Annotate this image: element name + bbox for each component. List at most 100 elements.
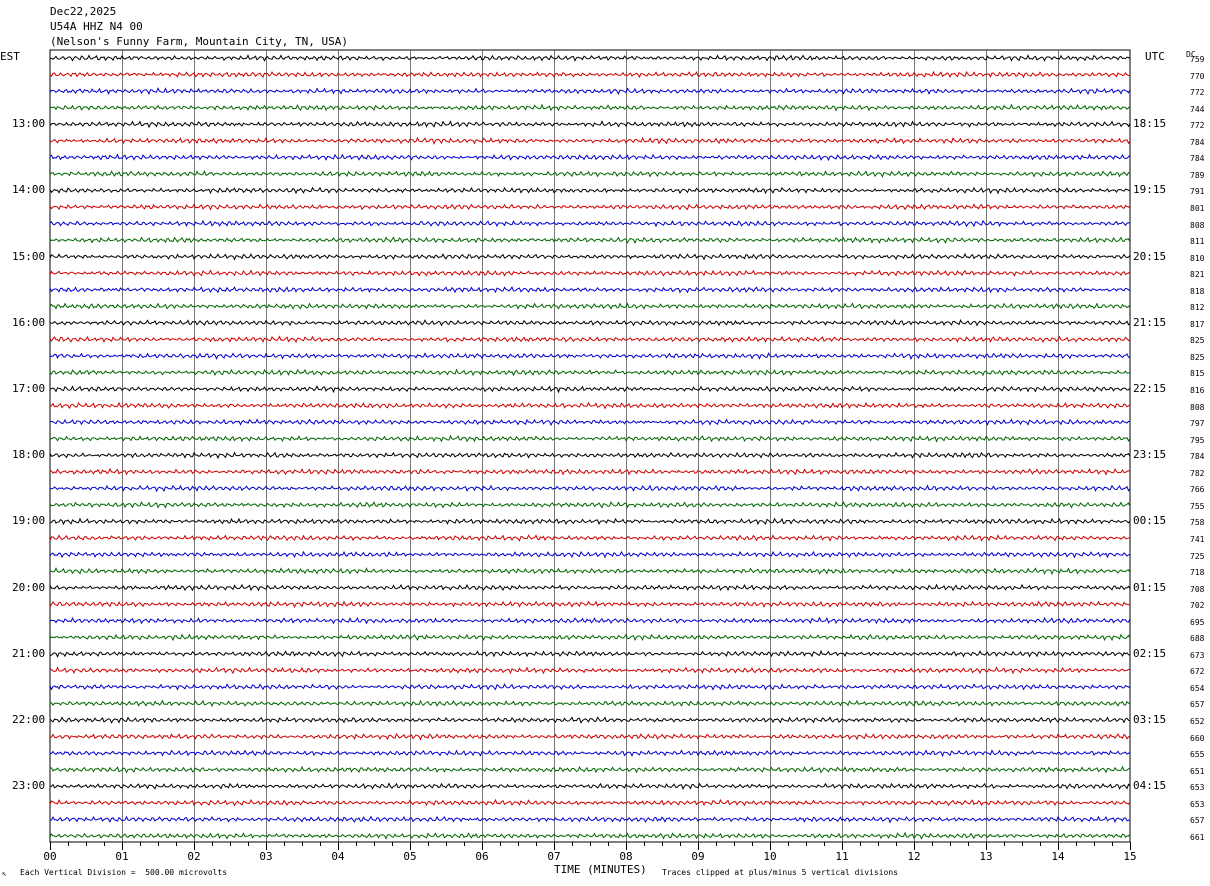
utc-time-label: 20:15: [1133, 249, 1167, 263]
trace-line: [49, 534, 1131, 542]
dc-offset-label: 812: [1190, 303, 1205, 313]
trace-line: [50, 517, 1131, 526]
est-time-label: 14:00: [12, 183, 46, 197]
x-tick-label: 12: [907, 850, 921, 863]
x-tick-label: 13: [979, 850, 993, 863]
dc-offset-label: 791: [1190, 187, 1205, 197]
x-tick-label: 01: [115, 850, 129, 863]
utc-time-label: 04:15: [1133, 779, 1167, 793]
x-tick-label: 09: [691, 850, 705, 863]
dc-offset-label: 653: [1190, 799, 1205, 809]
trace-line: [49, 120, 1131, 129]
x-tick-label: 04: [331, 850, 345, 863]
trace-line: [49, 401, 1131, 410]
trace-line: [49, 434, 1131, 443]
trace-line: [49, 285, 1131, 294]
trace-line: [49, 203, 1131, 211]
trace-line: [49, 54, 1131, 62]
dc-offset-label: 660: [1190, 733, 1205, 743]
est-time-label: 19:00: [12, 514, 46, 528]
x-tick-label: 03: [259, 850, 273, 863]
utc-time-label: 22:15: [1133, 382, 1167, 395]
trace-line: [49, 418, 1131, 427]
dc-offset-label: 651: [1190, 766, 1205, 776]
division-note: Each Vertical Division = 500.00 microvol…: [20, 868, 228, 877]
trace-line: [49, 765, 1131, 774]
trace-line: [49, 236, 1131, 244]
dc-offset-label: 655: [1190, 750, 1205, 760]
est-time-label: 22:00: [12, 713, 46, 726]
est-time-label: 16:00: [12, 315, 46, 329]
trace-line: [49, 70, 1131, 79]
x-tick-label: 08: [619, 850, 633, 863]
utc-time-label: 03:15: [1133, 713, 1167, 726]
trace-line: [49, 103, 1131, 112]
trace-line: [49, 302, 1131, 310]
dc-offset-label: 744: [1190, 104, 1205, 114]
est-time-label: 13:00: [12, 117, 46, 131]
x-tick-label: 11: [835, 850, 849, 863]
trace-line: [49, 699, 1131, 708]
dc-offset-label: 782: [1190, 468, 1205, 478]
trace-line: [49, 600, 1131, 609]
dc-offset-label: 653: [1190, 783, 1205, 793]
trace-line: [49, 500, 1131, 509]
x-axis-label: TIME (MINUTES): [554, 863, 647, 876]
plot-date: Dec22,2025: [50, 5, 117, 18]
utc-axis-title: UTC: [1145, 50, 1165, 63]
trace-line: [49, 269, 1131, 277]
trace-line: [49, 169, 1131, 178]
dc-offset-label: 708: [1190, 584, 1205, 594]
dc-offset-label: 661: [1190, 832, 1205, 842]
x-tick-label: 15: [1123, 850, 1137, 863]
trace-line: [49, 815, 1131, 824]
dc-offset-label: 657: [1190, 700, 1205, 710]
trace-line: [49, 335, 1131, 344]
dc-offset-label: 770: [1190, 71, 1205, 81]
dc-axis-title: DC: [1186, 50, 1196, 59]
dc-offset-label: 784: [1190, 137, 1205, 147]
dc-offset-label: 673: [1190, 650, 1205, 660]
trace-line: [49, 153, 1131, 162]
clip-note: Traces clipped at plus/minus 5 vertical …: [662, 868, 899, 877]
est-time-label: 21:00: [12, 646, 46, 660]
station-code: U54A HHZ N4 00: [50, 20, 143, 33]
trace-line: [49, 368, 1131, 377]
trace-line: [49, 583, 1131, 592]
est-time-label: 20:00: [12, 580, 46, 594]
trace-line: [49, 87, 1131, 96]
trace-line: [49, 649, 1131, 658]
utc-time-label: 02:15: [1133, 646, 1167, 660]
dc-offset-label: 789: [1190, 170, 1205, 180]
dc-offset-label: 741: [1190, 534, 1205, 544]
dc-offset-label: 810: [1190, 253, 1205, 263]
trace-line: [49, 732, 1131, 741]
trace-line: [49, 550, 1131, 559]
trace-line: [49, 252, 1131, 261]
dc-offset-label: 797: [1190, 419, 1205, 429]
dc-offset-label: 772: [1190, 88, 1205, 98]
utc-time-label: 01:15: [1133, 580, 1167, 594]
dc-offset-label: 772: [1190, 121, 1205, 131]
x-tick-label: 00: [43, 850, 57, 863]
utc-time-label: 21:15: [1133, 315, 1167, 329]
dc-offset-label: 695: [1190, 617, 1205, 627]
plot-frame: [49, 49, 1131, 843]
dc-offset-label: 808: [1190, 220, 1205, 230]
dc-offset-label: 808: [1190, 402, 1205, 412]
x-tick-label: 02: [187, 850, 201, 863]
trace-line: [49, 716, 1131, 724]
trace-line: [49, 136, 1131, 145]
trace-line: [49, 616, 1131, 625]
dc-offset-label: 755: [1190, 501, 1205, 511]
trace-line: [49, 467, 1131, 476]
trace-line: [49, 385, 1131, 394]
dc-offset-label: 784: [1190, 154, 1205, 164]
dc-offset-label: 821: [1190, 270, 1205, 280]
dc-offset-label: 759: [1190, 55, 1205, 64]
utc-time-label: 23:15: [1133, 448, 1167, 462]
dc-offset-label: 815: [1190, 369, 1205, 379]
x-tick-label: 06: [475, 850, 489, 863]
dc-offset-label: 702: [1190, 601, 1205, 611]
trace-line: [49, 683, 1131, 691]
